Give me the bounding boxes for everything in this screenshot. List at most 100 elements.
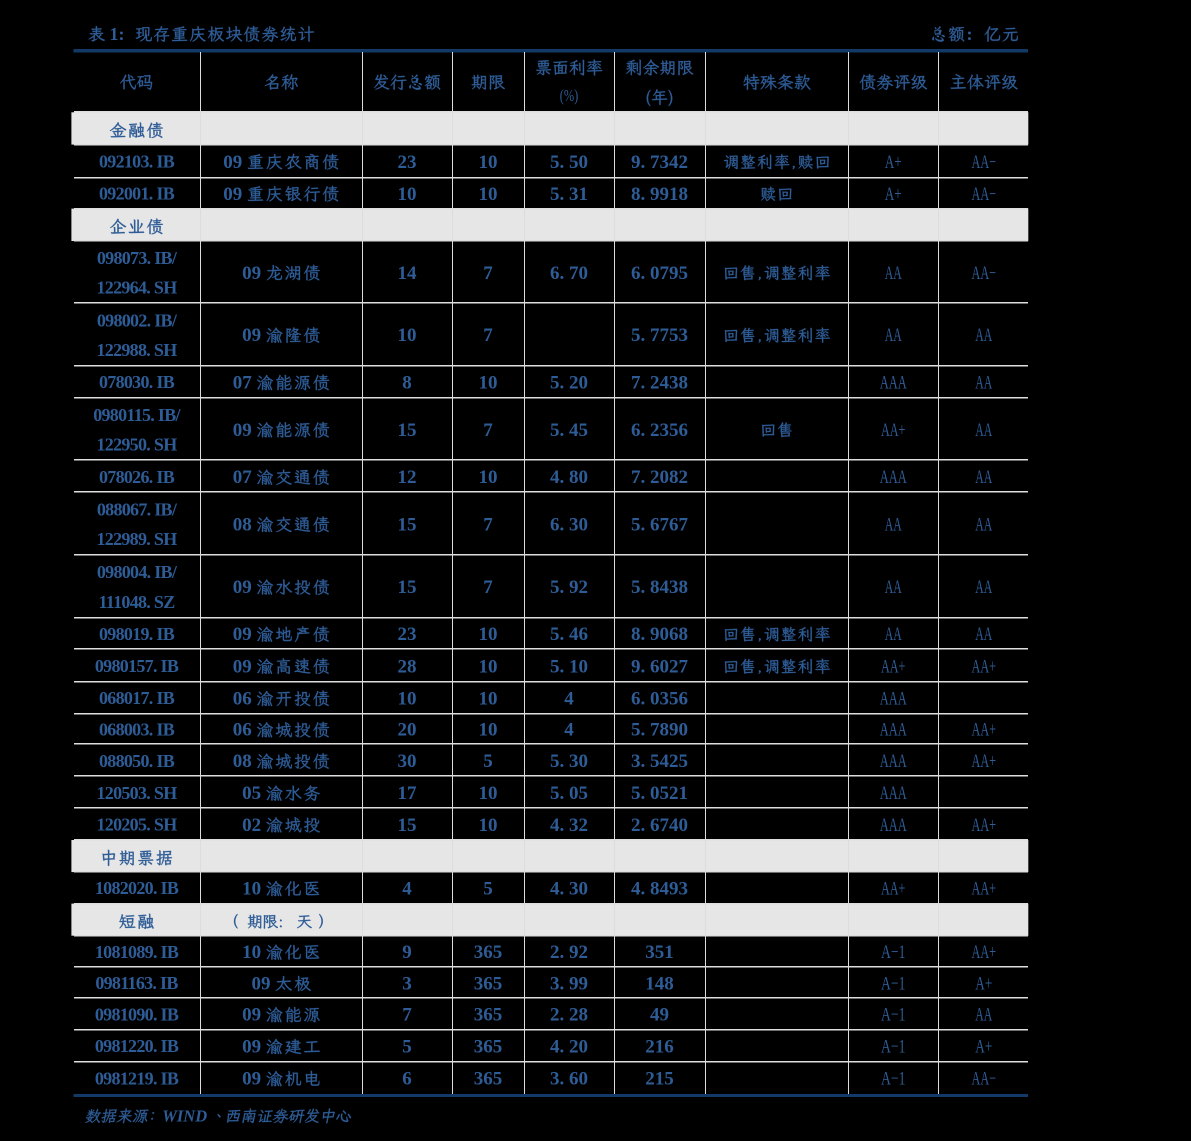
svg-text:AA+: AA+ [972,656,997,677]
svg-text:10: 10 [242,942,261,963]
svg-text:5. 50: 5. 50 [550,152,588,173]
svg-text:122989. SH: 122989. SH [96,529,177,549]
svg-text:4: 4 [564,688,574,709]
svg-text:AA−: AA− [972,263,997,284]
svg-text:02: 02 [242,815,261,836]
svg-text:08: 08 [233,515,252,536]
svg-text:9. 7342: 9. 7342 [631,152,688,173]
svg-text:4: 4 [402,879,412,900]
svg-text:088067. IB/: 088067. IB/ [97,500,178,520]
svg-text:A+: A+ [885,184,902,205]
svg-text:A+: A+ [885,152,902,173]
svg-text:3. 60: 3. 60 [550,1069,588,1090]
svg-text:5. 6767: 5. 6767 [631,515,689,536]
svg-text:WIND: WIND [162,1107,207,1126]
svg-text:AA+: AA+ [972,879,997,900]
svg-text:09: 09 [242,325,261,346]
svg-text:05: 05 [242,783,261,804]
svg-text:5. 7890: 5. 7890 [631,720,688,741]
svg-text:49: 49 [650,1005,669,1026]
svg-text:5. 92: 5. 92 [550,577,588,598]
svg-text:AAA: AAA [880,688,907,709]
svg-text:365: 365 [474,974,503,995]
svg-text:6. 2356: 6. 2356 [631,420,688,441]
svg-text:10: 10 [479,467,498,488]
svg-text:AA+: AA+ [881,879,906,900]
svg-text:148: 148 [645,974,674,995]
svg-text:A+: A+ [975,1036,992,1057]
svg-text:AA−: AA− [972,184,997,205]
svg-text:7: 7 [483,263,493,284]
svg-text:10: 10 [479,783,498,804]
svg-text:6. 70: 6. 70 [550,263,588,284]
svg-text:351: 351 [645,942,674,963]
svg-text:23: 23 [398,152,417,173]
svg-text:122988. SH: 122988. SH [96,340,177,360]
svg-text:AA: AA [975,515,992,536]
svg-text:AA: AA [975,624,992,645]
svg-text:8: 8 [402,373,412,394]
svg-text:4: 4 [564,720,574,741]
svg-text:0981220. IB: 0981220. IB [95,1036,179,1056]
svg-text:A+: A+ [975,974,992,995]
svg-text:098019. IB: 098019. IB [99,624,175,644]
svg-text:3: 3 [402,974,412,995]
svg-text:07: 07 [233,467,253,488]
svg-text:120503. SH: 120503. SH [96,783,177,803]
svg-text:AA: AA [885,577,902,598]
svg-text:10: 10 [398,688,417,709]
svg-text:3. 5425: 3. 5425 [631,751,688,772]
svg-text:120205. SH: 120205. SH [96,815,177,835]
svg-text::: : [967,24,973,44]
svg-text:AAA: AAA [880,783,907,804]
svg-text:5. 10: 5. 10 [550,656,588,677]
svg-text:AA: AA [975,577,992,598]
svg-text:122964. SH: 122964. SH [96,278,177,298]
svg-text:15: 15 [398,577,417,598]
svg-text:10: 10 [398,325,417,346]
svg-text:111048. SZ: 111048. SZ [98,592,175,612]
svg-text:8. 9918: 8. 9918 [631,184,688,205]
svg-text:5. 20: 5. 20 [550,373,588,394]
svg-text:5. 7753: 5. 7753 [631,325,688,346]
svg-text:06: 06 [233,720,252,741]
svg-text:(%): (%) [560,86,579,105]
svg-text:092001. IB: 092001. IB [99,184,175,204]
svg-text:17: 17 [398,783,418,804]
svg-text:AA+: AA+ [972,720,997,741]
svg-text:092103. IB: 092103. IB [99,152,175,172]
svg-text:2. 6740: 2. 6740 [631,815,688,836]
svg-text:4. 32: 4. 32 [550,815,588,836]
svg-text:5. 0521: 5. 0521 [631,783,688,804]
svg-text:0981219. IB: 0981219. IB [95,1068,179,1088]
svg-text:10: 10 [479,688,498,709]
svg-text:09: 09 [233,577,252,598]
svg-text:078030. IB: 078030. IB [99,372,175,392]
svg-text:10: 10 [479,815,498,836]
svg-text:AA: AA [975,467,992,488]
svg-text:AAA: AAA [880,815,907,836]
svg-text:23: 23 [398,624,417,645]
svg-text:09: 09 [242,1069,261,1090]
svg-text:098002. IB/: 098002. IB/ [97,310,178,330]
svg-text:2. 28: 2. 28 [550,1005,588,1026]
svg-text:216: 216 [645,1036,674,1057]
svg-text:122950. SH: 122950. SH [96,435,177,455]
svg-text:AA: AA [885,263,902,284]
svg-text:10: 10 [479,373,498,394]
svg-text:10: 10 [479,624,498,645]
svg-text:20: 20 [398,720,417,741]
svg-text:4. 80: 4. 80 [550,467,588,488]
svg-text:7: 7 [483,515,493,536]
svg-text:AA−: AA− [972,1069,997,1090]
svg-text:09: 09 [233,420,252,441]
svg-text:09: 09 [223,152,242,173]
svg-text:365: 365 [474,942,503,963]
svg-text:10: 10 [479,656,498,677]
svg-text:7. 2082: 7. 2082 [631,467,688,488]
svg-text:AAA: AAA [880,467,907,488]
svg-text:6: 6 [402,1069,412,1090]
svg-text:09: 09 [242,1036,261,1057]
svg-text:6. 0356: 6. 0356 [631,688,688,709]
svg-text:09: 09 [233,624,252,645]
